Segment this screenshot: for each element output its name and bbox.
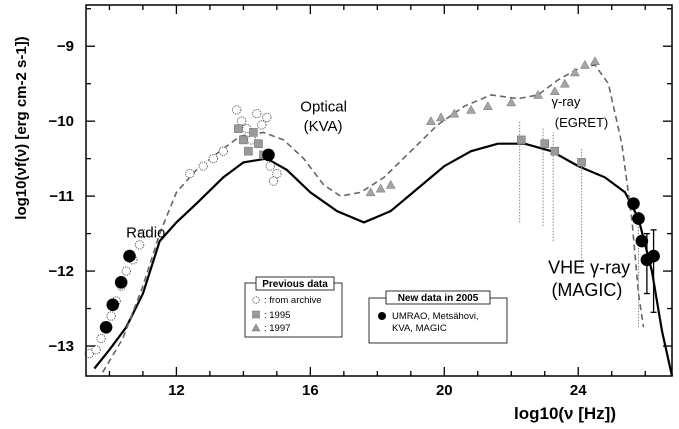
1997-point xyxy=(449,108,460,118)
archive-point xyxy=(198,161,208,171)
1997-point xyxy=(569,67,580,77)
annotation-label: (KVA) xyxy=(304,118,343,135)
legend-marker-archive xyxy=(252,296,260,304)
plot-frame xyxy=(85,4,673,377)
legend-previous-title-box xyxy=(255,276,335,291)
legend-new-data: New data in 2005 UMRAO, Metsähovi, KVA, … xyxy=(368,290,508,344)
archive-point xyxy=(262,112,272,123)
annotation-label: Optical xyxy=(300,98,347,115)
archive-point xyxy=(84,348,94,359)
1995-point xyxy=(249,128,258,137)
archive-point xyxy=(121,266,131,276)
archive-point xyxy=(237,116,247,126)
1997-point xyxy=(533,89,543,99)
1995-point xyxy=(577,158,586,167)
x-tick-label: 24 xyxy=(570,382,587,399)
2005-point xyxy=(114,276,128,289)
y-tick-label: −10 xyxy=(49,113,74,130)
1995-point xyxy=(254,139,263,148)
y-tick-label: −9 xyxy=(57,38,74,55)
x-tick-label: 16 xyxy=(302,382,319,399)
legend-label-archive: : from archive xyxy=(264,295,322,306)
2005-point xyxy=(123,249,136,263)
y-tick-label: −13 xyxy=(49,338,74,355)
annotation-label: VHE γ-ray xyxy=(548,257,630,277)
x-axis-ticks: 12 16 20 24 xyxy=(108,5,646,399)
1995-point xyxy=(517,135,526,145)
legend-label-new-1: UMRAO, Metsähovi, xyxy=(392,311,479,322)
1995-point xyxy=(244,146,253,156)
2005-point xyxy=(647,249,660,263)
chart-annotations: Radio Optical (KVA) γ-ray (EGRET) VHE γ-ray (M… xyxy=(126,94,630,300)
legend-label-new-2: KVA, MAGIC xyxy=(392,323,447,334)
data-points xyxy=(84,56,660,359)
1995-point xyxy=(234,124,243,133)
1997-point xyxy=(559,78,570,88)
archive-point xyxy=(252,109,262,119)
1997-point xyxy=(506,97,517,107)
1997-point xyxy=(385,179,396,189)
archive-point xyxy=(257,120,267,130)
legend-new-frame xyxy=(368,297,508,344)
archive-point xyxy=(208,153,218,164)
1997-point xyxy=(549,86,560,95)
archive-point xyxy=(218,146,228,156)
x-axis-title: log10(ν [Hz]) xyxy=(514,404,616,423)
1997-point xyxy=(425,116,436,125)
1997-point xyxy=(365,187,376,197)
annotation-label: (MAGIC) xyxy=(551,280,622,300)
archive-point xyxy=(232,105,242,115)
legend-new-title-box xyxy=(385,290,491,305)
1995-point xyxy=(540,139,550,148)
y-tick-label: −12 xyxy=(49,263,74,280)
1995-point xyxy=(550,146,560,156)
2005-point xyxy=(635,234,649,248)
legend-new-title: New data in 2005 xyxy=(398,293,479,304)
legend-marker-1995 xyxy=(252,310,260,319)
1995-point xyxy=(239,135,248,145)
archive-point xyxy=(91,345,101,355)
y-axis-ticks: −13 −12 −11 −10 −9 xyxy=(49,8,672,355)
archive-point xyxy=(96,333,106,344)
legend-previous-frame xyxy=(244,282,343,338)
1997-point xyxy=(375,183,386,193)
2005-point xyxy=(632,212,645,225)
legend-label-1997: : 1997 xyxy=(264,323,290,334)
1997-point xyxy=(436,112,446,122)
archive-point xyxy=(185,168,195,179)
1997-point xyxy=(580,59,590,69)
1997-point xyxy=(590,56,600,65)
archive-point xyxy=(138,228,148,239)
annotation-label: Radio xyxy=(126,224,165,241)
annotation-label: γ-ray xyxy=(551,94,580,109)
legend-marker-1997 xyxy=(251,323,261,332)
annotation-label: (EGRET) xyxy=(555,115,608,130)
archive-point xyxy=(134,240,145,250)
legend-previous-data: Previous data : from archive : 1995 : 19… xyxy=(244,276,343,338)
2005-point xyxy=(627,197,640,210)
2005-point xyxy=(106,298,120,312)
y-axis-title: log10(νf(ν) [erg cm-2 s-1]) xyxy=(13,36,30,219)
legend-previous-title: Previous data xyxy=(262,279,328,290)
x-tick-label: 20 xyxy=(436,382,453,399)
2005-point xyxy=(99,320,113,334)
2005-point xyxy=(262,148,275,162)
archive-point xyxy=(268,176,279,186)
y-tick-label: −11 xyxy=(49,188,74,205)
1997-point xyxy=(482,101,493,110)
1997-point xyxy=(466,104,477,114)
legend-marker-new xyxy=(378,312,386,320)
archive-point xyxy=(106,311,116,321)
x-tick-label: 12 xyxy=(168,382,185,399)
legend-label-1995: : 1995 xyxy=(264,310,290,321)
archive-point xyxy=(272,168,282,179)
archive-point xyxy=(265,161,275,171)
model-curve-solid xyxy=(93,142,674,377)
